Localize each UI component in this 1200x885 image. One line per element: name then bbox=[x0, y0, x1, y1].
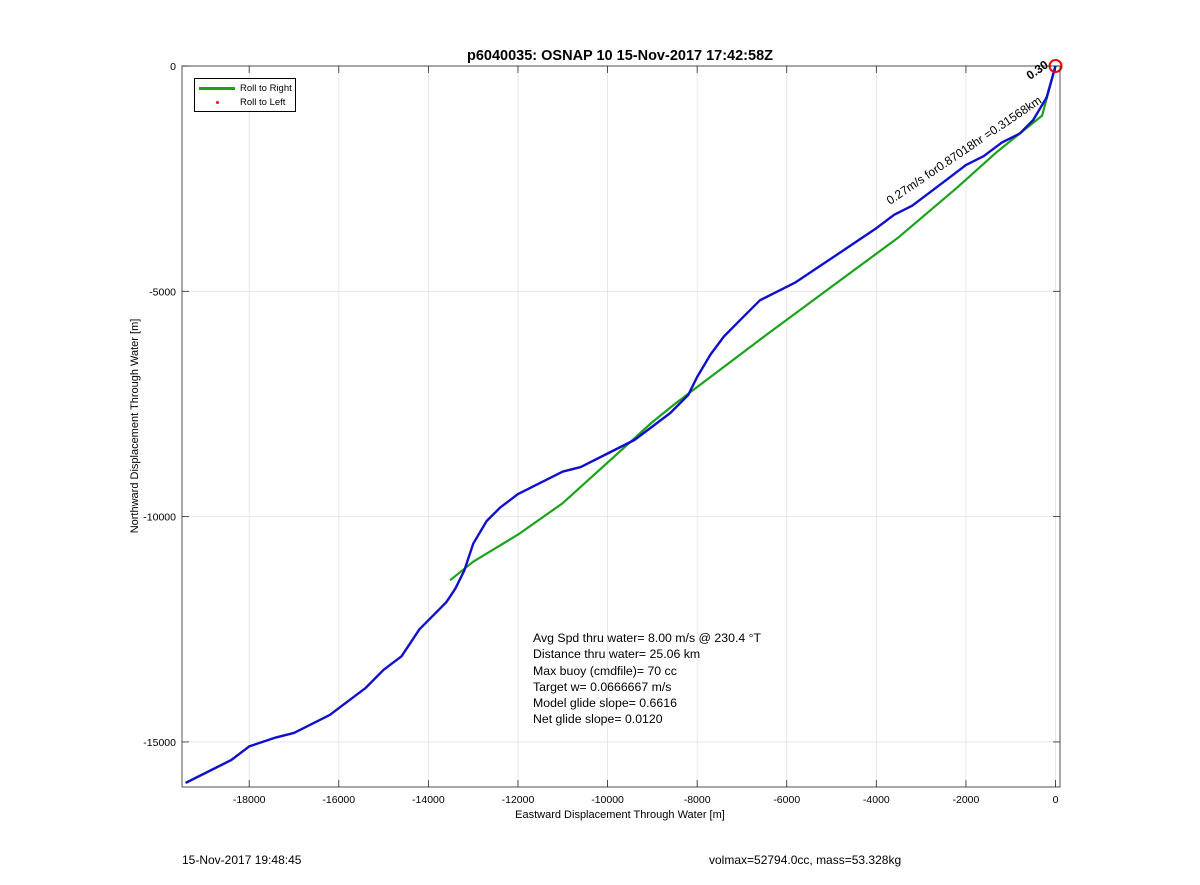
series-line-track bbox=[185, 66, 1057, 784]
y-axis-label: Northward Displacement Through Water [m] bbox=[129, 319, 141, 534]
plot-area bbox=[182, 66, 1060, 787]
stat-distance: Distance thru water= 25.06 km bbox=[533, 647, 701, 662]
x-tick-label: -12000 bbox=[502, 794, 535, 806]
series-line-roll-right bbox=[449, 66, 1057, 581]
series-layer bbox=[185, 59, 1063, 784]
legend-item-roll-right: Roll to Right bbox=[195, 82, 295, 95]
x-tick-label: -6000 bbox=[773, 794, 800, 806]
legend-item-roll-left: Roll to Left bbox=[195, 96, 295, 109]
y-tick-label: -10000 bbox=[143, 512, 176, 524]
y-tick-label: -15000 bbox=[143, 737, 176, 749]
stat-target-w: Target w= 0.0666667 m/s bbox=[533, 679, 672, 694]
x-tick-label: -18000 bbox=[233, 794, 266, 806]
x-tick-label: -16000 bbox=[322, 794, 355, 806]
stats-box: Avg Spd thru water= 8.00 m/s @ 230.4 °T … bbox=[533, 630, 761, 728]
legend-line-green bbox=[199, 87, 235, 90]
legend-label: Roll to Left bbox=[240, 97, 286, 108]
axis-ticks: -18000 -16000 -14000 -12000 -10000 -8000 -6000… bbox=[143, 61, 1060, 806]
x-tick-label: -4000 bbox=[863, 794, 890, 806]
y-tick-label: 0 bbox=[170, 61, 176, 73]
chart-title: p6040035: OSNAP 10 15-Nov-2017 17:42:58Z bbox=[467, 48, 773, 64]
y-tick-label: -5000 bbox=[149, 286, 176, 298]
footer-mass-info: volmax=52794.0cc, mass=53.328kg bbox=[709, 853, 902, 867]
x-tick-label: -10000 bbox=[591, 794, 624, 806]
footer-timestamp: 15-Nov-2017 19:48:45 bbox=[182, 853, 302, 867]
axes-box bbox=[181, 65, 1061, 788]
legend: Roll to Right Roll to Left bbox=[194, 78, 296, 112]
x-tick-label: 0 bbox=[1053, 794, 1059, 806]
x-axis-label: Eastward Displacement Through Water [m] bbox=[515, 809, 725, 821]
x-tick-label: -14000 bbox=[412, 794, 445, 806]
stat-max-buoy: Max buoy (cmdfile)= 70 cc bbox=[533, 663, 677, 678]
stat-net-glide: Net glide slope= 0.0120 bbox=[533, 712, 663, 727]
x-tick-label: -2000 bbox=[952, 794, 979, 806]
legend-label: Roll to Right bbox=[240, 83, 292, 94]
stat-model-glide: Model glide slope= 0.6616 bbox=[533, 696, 677, 711]
stat-avg-speed: Avg Spd thru water= 8.00 m/s @ 230.4 °T bbox=[533, 631, 762, 645]
x-tick-label: -8000 bbox=[684, 794, 711, 806]
